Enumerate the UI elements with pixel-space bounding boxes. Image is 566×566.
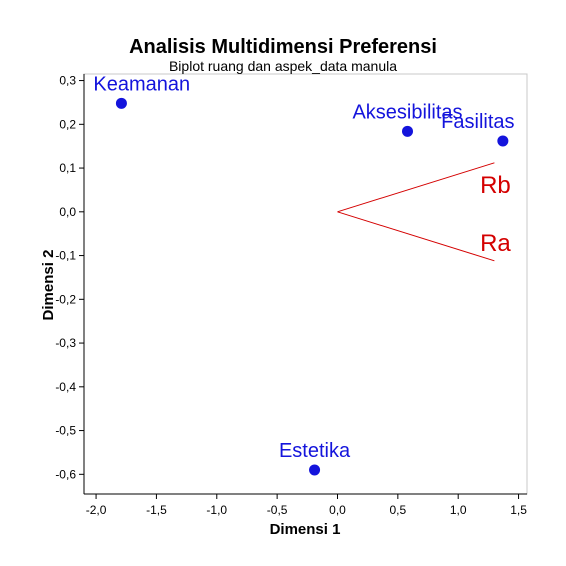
- point-estetika: [309, 464, 321, 476]
- x-tick-label-6: 1,0: [450, 503, 467, 517]
- vector-group: Rb Ra: [337, 162, 511, 262]
- x-axis-label: Dimensi 1: [270, 521, 341, 538]
- point-aksesibilitas: [401, 125, 413, 137]
- point-fasilitas: [497, 135, 509, 147]
- point-label-fasilitas: Fasilitas: [441, 111, 514, 133]
- y-tick-label-2: 0,1: [59, 161, 76, 175]
- x-axis-ticks: -2,0 -1,5 -1,0 -0,5 0,0 0,5 1,0 1,5: [86, 494, 527, 517]
- y-tick-label-8: -0,5: [55, 424, 76, 438]
- y-tick-label-1: 0,2: [59, 117, 76, 131]
- point-keamanan: [115, 97, 127, 109]
- y-tick-label-9: -0,6: [55, 467, 76, 481]
- x-tick-label-4: 0,0: [329, 503, 346, 517]
- y-tick-label-3: 0,0: [59, 205, 76, 219]
- vector-label-rb: Rb: [480, 172, 511, 199]
- vector-line-ra: [337, 211, 495, 262]
- y-tick-label-7: -0,4: [55, 380, 76, 394]
- x-tick-label-2: -1,0: [206, 503, 227, 517]
- y-tick-label-4: -0,1: [55, 249, 76, 263]
- vector-label-ra: Ra: [480, 230, 511, 257]
- chart-title: Analisis Multidimensi Preferensi: [129, 36, 437, 58]
- x-tick-label-7: 1,5: [510, 503, 527, 517]
- x-tick-label-1: -1,5: [146, 503, 167, 517]
- y-tick-label-6: -0,3: [55, 336, 76, 350]
- y-tick-label-5: -0,2: [55, 292, 76, 306]
- y-axis-label: Dimensi 2: [40, 250, 57, 321]
- x-tick-label-0: -2,0: [86, 503, 107, 517]
- chart-subtitle: Biplot ruang dan aspek_data manula: [169, 58, 397, 74]
- x-tick-label-5: 0,5: [389, 503, 406, 517]
- point-label-estetika: Estetika: [279, 440, 351, 462]
- plot-area: [83, 73, 528, 495]
- y-axis-ticks: 0,3 0,2 0,1 0,0 -0,1 -0,2 -0,3 -0,4 -0,5 -0,6: [55, 74, 84, 481]
- point-label-keamanan: Keamanan: [93, 73, 190, 95]
- vector-line-rb: [337, 162, 495, 213]
- y-tick-label-0: 0,3: [59, 74, 76, 88]
- x-tick-label-3: -0,5: [267, 503, 288, 517]
- point-label-aksesibilitas: Aksesibilitas: [352, 101, 462, 123]
